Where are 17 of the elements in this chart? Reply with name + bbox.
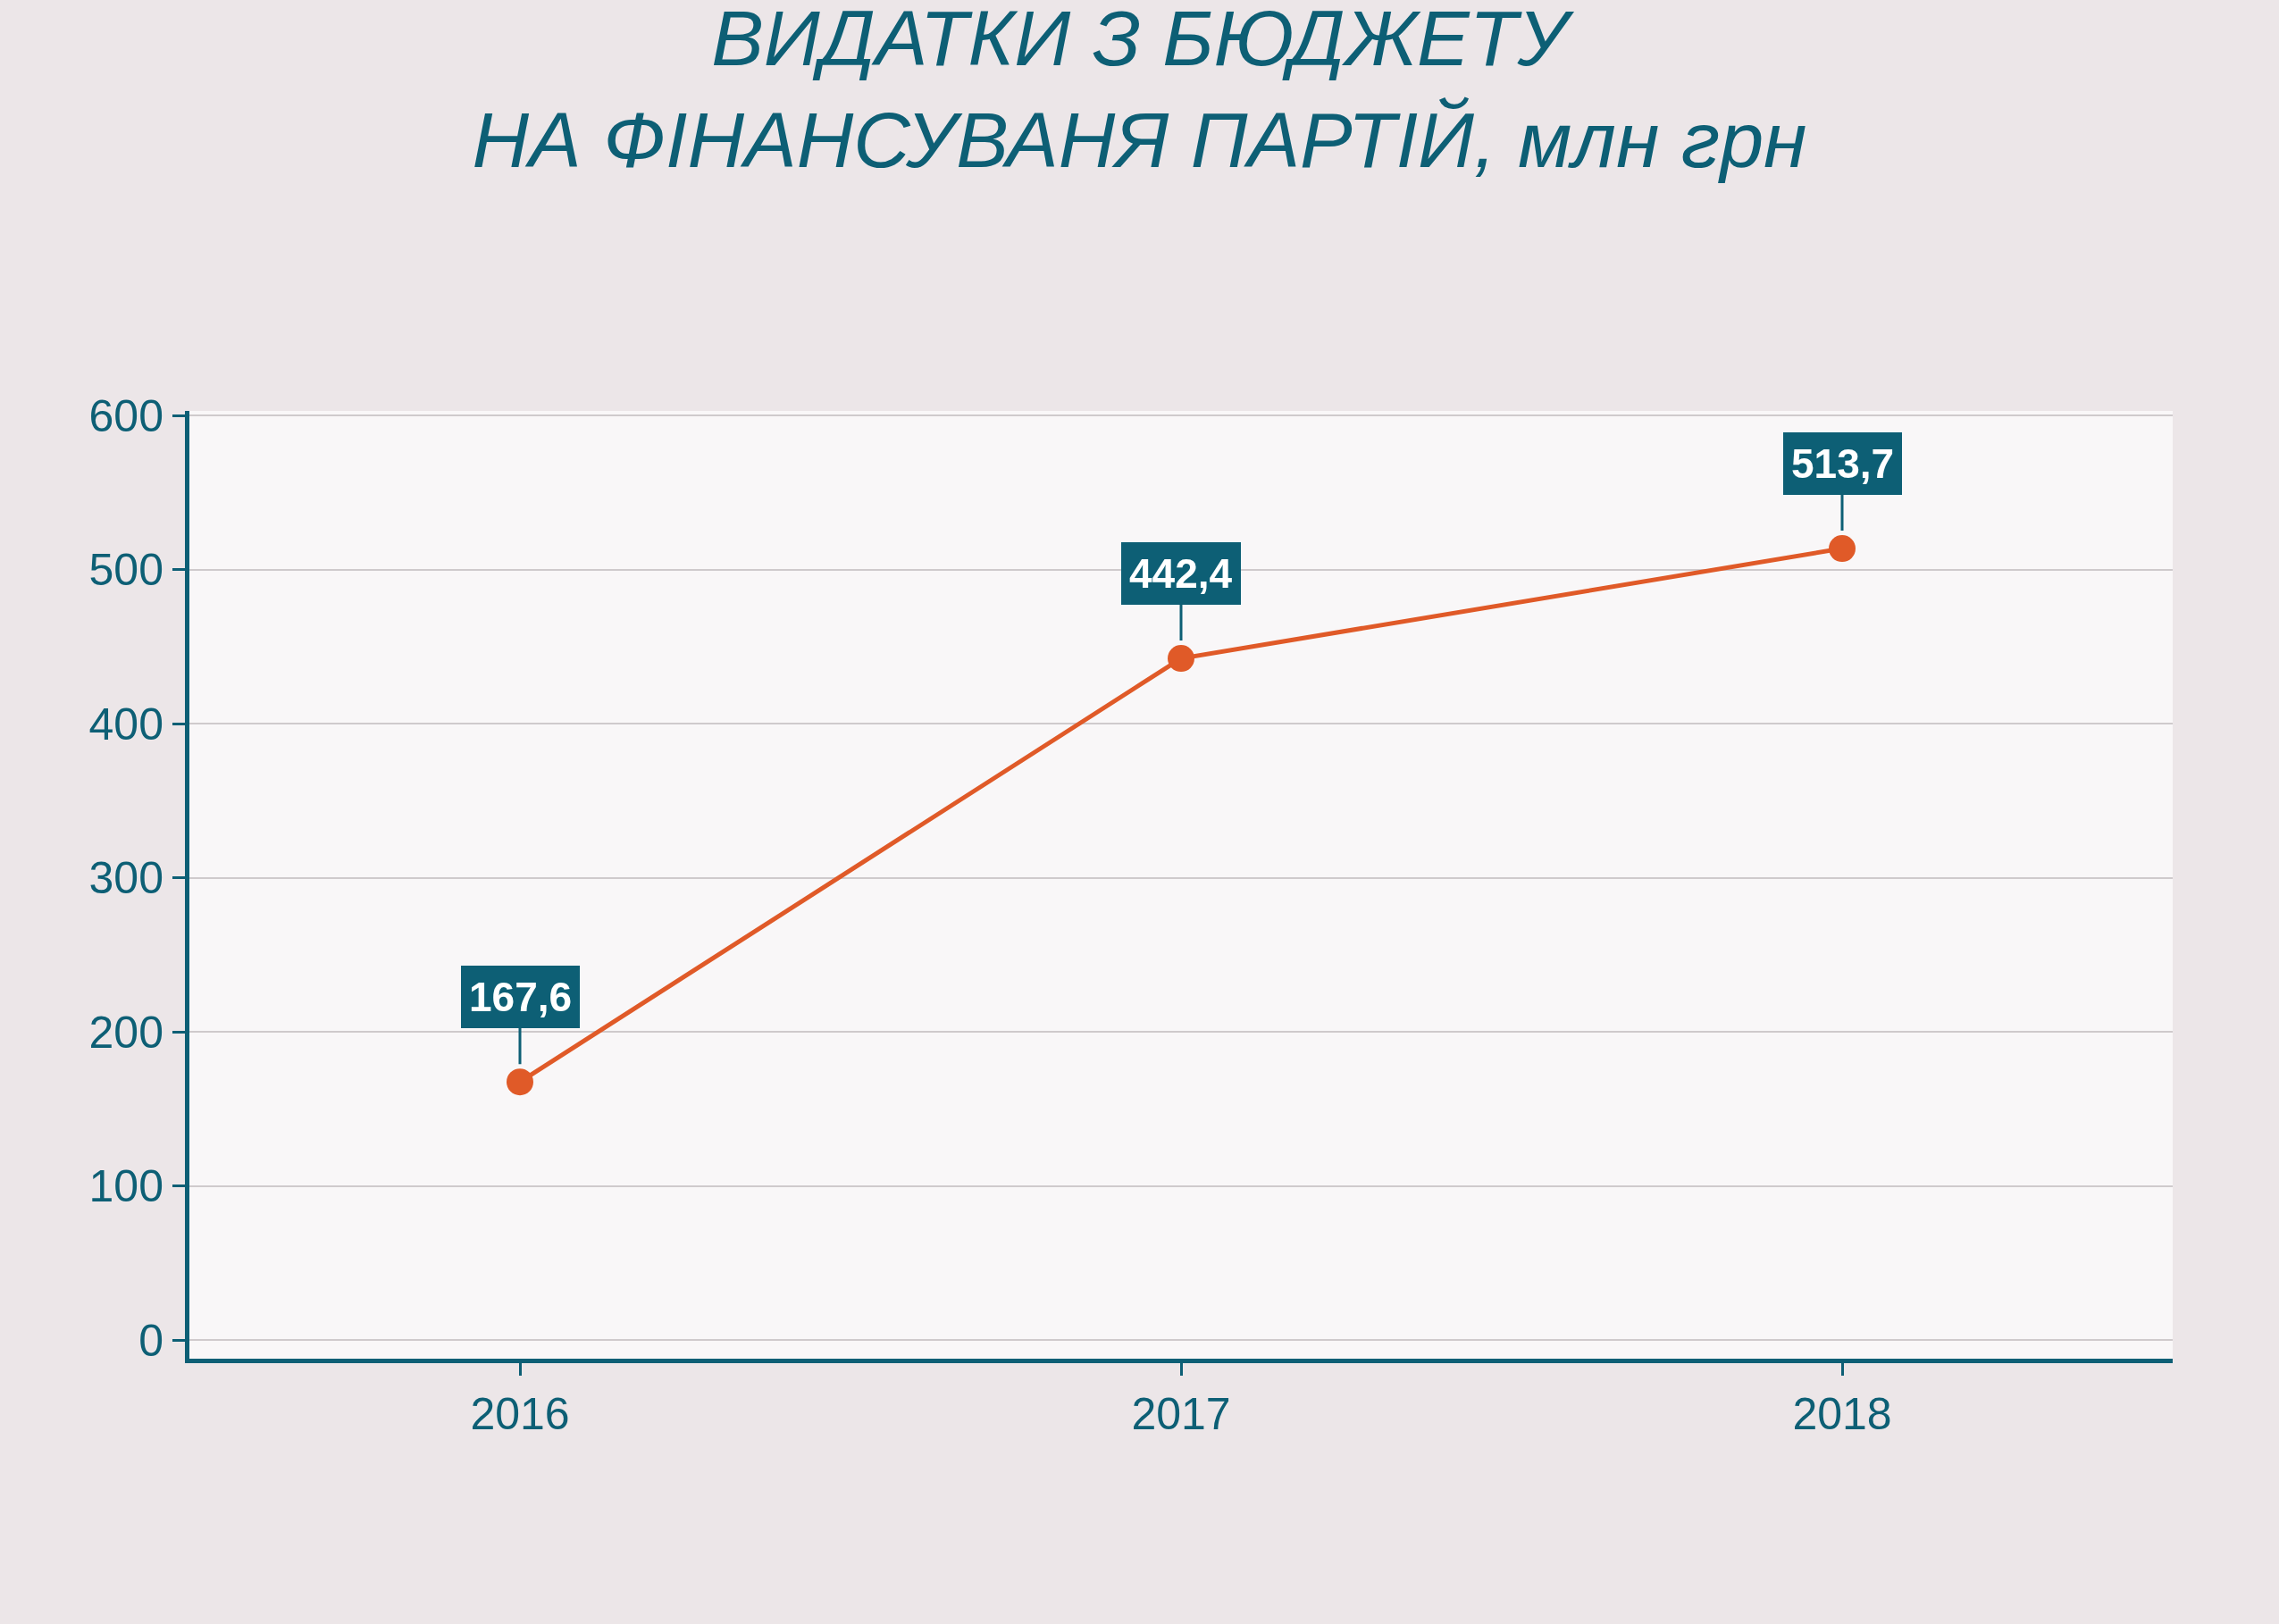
point	[1168, 645, 1194, 673]
y-tick-label: 100	[88, 1161, 163, 1212]
text: 442,4	[1129, 550, 1233, 597]
text: 167,6	[469, 974, 573, 1020]
point	[507, 1068, 533, 1096]
x-tick-label: 2018	[1792, 1389, 1892, 1439]
text: 513,7	[1791, 440, 1895, 487]
y-tick-label: 600	[88, 390, 163, 441]
y-tick-label: 300	[88, 853, 163, 904]
point	[1829, 535, 1856, 563]
y-tick-label: 200	[88, 1007, 163, 1058]
y-tick-label: 500	[88, 545, 163, 596]
y-tick-label: 400	[88, 699, 163, 749]
chart-title: ВИДАТКИ З БЮДЖЕТУ НА ФІНАНСУВАНЯ ПАРТІЙ, млн грн	[472, 0, 1807, 185]
x-tick-label: 2016	[470, 1389, 570, 1439]
y-tick-label: 0	[138, 1315, 163, 1366]
x-tick-label: 2017	[1131, 1389, 1231, 1439]
